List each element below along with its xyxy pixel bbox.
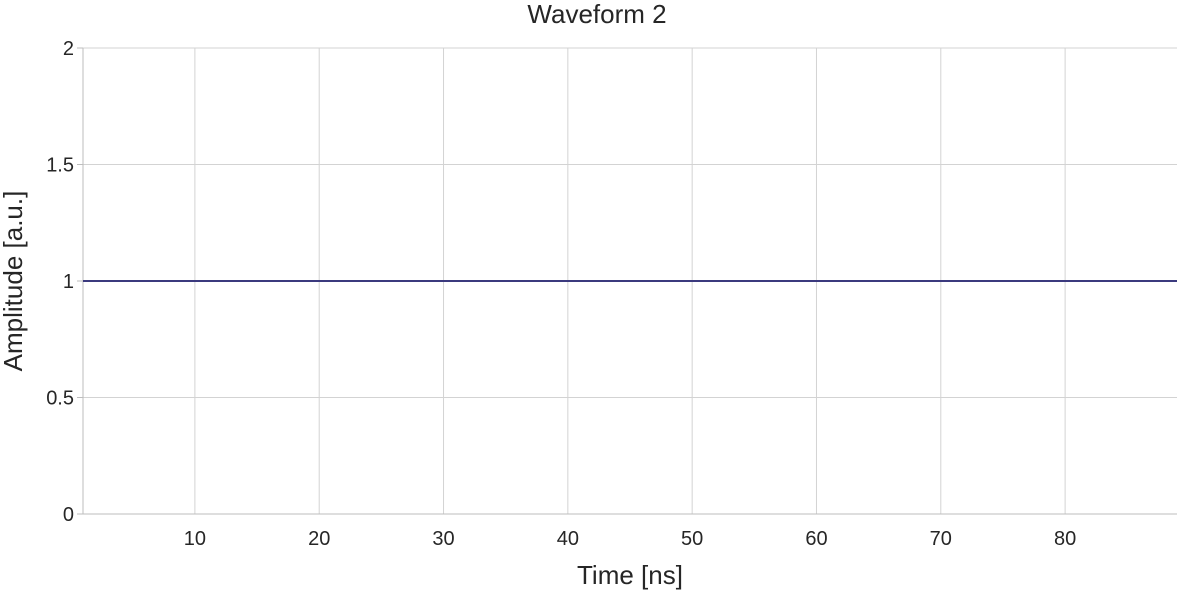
x-axis-label: Time [ns] bbox=[577, 560, 683, 590]
chart-title: Waveform 2 bbox=[527, 0, 666, 29]
x-tick-label: 80 bbox=[1054, 528, 1076, 550]
x-tick-label: 30 bbox=[432, 528, 454, 550]
x-tick-label: 60 bbox=[805, 528, 827, 550]
y-ticks: 0 0.5 1 1.5 2 bbox=[46, 38, 83, 526]
x-tick-label: 40 bbox=[557, 528, 579, 550]
y-axis-label: Amplitude [a.u.] bbox=[0, 191, 28, 372]
y-tick-label: 2 bbox=[63, 38, 74, 60]
x-ticks: 10 20 30 40 50 60 70 80 bbox=[184, 528, 1076, 550]
x-tick-label: 50 bbox=[681, 528, 703, 550]
y-tick-label: 0.5 bbox=[46, 388, 74, 410]
y-tick-label: 1 bbox=[63, 271, 74, 293]
x-tick-label: 70 bbox=[930, 528, 952, 550]
y-tick-label: 1.5 bbox=[46, 155, 74, 177]
x-tick-label: 20 bbox=[308, 528, 330, 550]
y-tick-label: 0 bbox=[63, 504, 74, 526]
y-grid-lines bbox=[83, 47, 1177, 398]
x-tick-label: 10 bbox=[184, 528, 206, 550]
